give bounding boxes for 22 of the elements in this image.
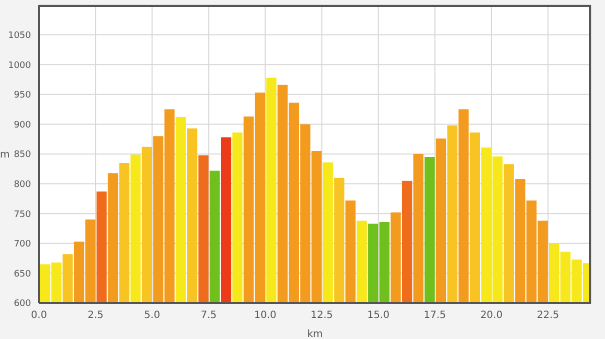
y-tick-label: 700 [14, 240, 32, 250]
x-tick-label: 7.5 [200, 310, 217, 322]
y-tick-label: 1050 [8, 30, 32, 41]
x-tick-label: 22.5 [536, 310, 560, 322]
x-tick-label: 15.0 [367, 310, 390, 322]
y-tick-label: 600 [14, 299, 32, 310]
y-tick-label: 850 [14, 150, 32, 160]
y-tick-label: 1000 [8, 60, 32, 71]
y-tick-label: 900 [14, 120, 32, 130]
y-tick-label: 800 [14, 180, 32, 190]
x-tick-label: 0.0 [31, 310, 47, 322]
y-tick-label: 750 [14, 210, 32, 220]
x-tick-label: 5.0 [144, 310, 160, 322]
x-axis-title: km [307, 329, 323, 339]
x-tick-label: 2.5 [88, 310, 104, 322]
y-tick-label: 650 [14, 269, 32, 280]
x-tick-label: 10.0 [254, 310, 276, 322]
y-axis-title: m [0, 150, 10, 161]
x-tick-label: 17.5 [424, 310, 446, 322]
x-tick-label: 12.5 [310, 310, 333, 322]
y-tick-label: 950 [14, 90, 32, 101]
x-tick-label: 20.0 [480, 310, 503, 322]
